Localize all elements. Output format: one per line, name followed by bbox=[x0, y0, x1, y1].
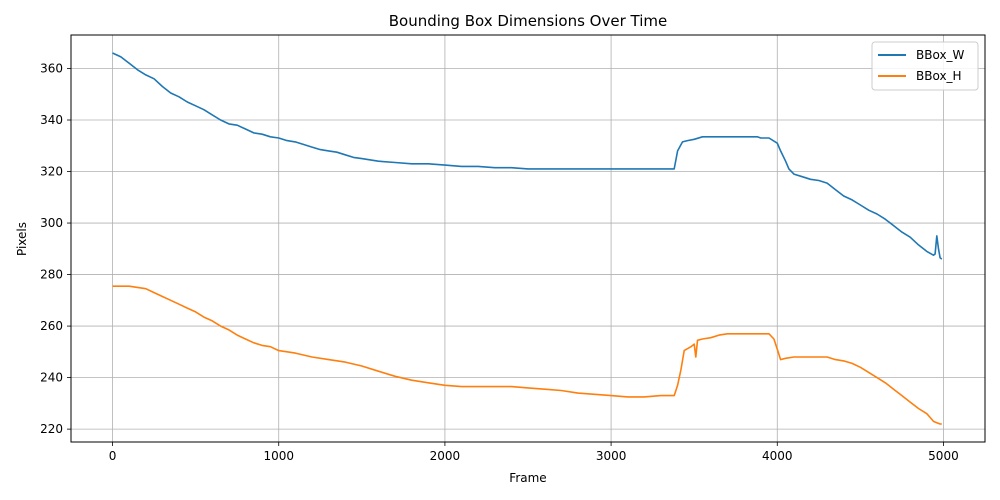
x-tick-label: 2000 bbox=[430, 449, 461, 463]
y-tick-label: 340 bbox=[40, 113, 63, 127]
y-tick-label: 360 bbox=[40, 61, 63, 75]
grid bbox=[71, 35, 985, 442]
x-tick-label: 4000 bbox=[762, 449, 793, 463]
series-layer bbox=[112, 52, 943, 425]
x-axis-label: Frame bbox=[509, 471, 546, 485]
legend-label-bbox-w: BBox_W bbox=[916, 48, 965, 62]
legend: BBox_W BBox_H bbox=[871, 41, 979, 91]
x-tick-label: 0 bbox=[109, 449, 117, 463]
y-tick-label: 220 bbox=[40, 422, 63, 436]
series-line-bbox-h bbox=[112, 285, 942, 425]
y-tick-label: 280 bbox=[40, 268, 63, 282]
axis-ticks: 0 1000 2000 3000 4000 5000 220 240 260 280 300 320 3… bbox=[40, 61, 959, 463]
series-line-bbox-w bbox=[112, 52, 943, 260]
plot-frame bbox=[70, 34, 986, 443]
x-tick-label: 3000 bbox=[596, 449, 627, 463]
y-tick-label: 320 bbox=[40, 165, 63, 179]
y-tick-label: 260 bbox=[40, 319, 63, 333]
x-tick-label: 1000 bbox=[263, 449, 294, 463]
y-tick-label: 300 bbox=[40, 216, 63, 230]
chart-title: Bounding Box Dimensions Over Time bbox=[389, 12, 668, 30]
y-axis-label: Pixels bbox=[15, 222, 29, 256]
y-tick-label: 240 bbox=[40, 371, 63, 385]
legend-label-bbox-h: BBox_H bbox=[916, 69, 962, 83]
x-tick-label: 5000 bbox=[928, 449, 959, 463]
